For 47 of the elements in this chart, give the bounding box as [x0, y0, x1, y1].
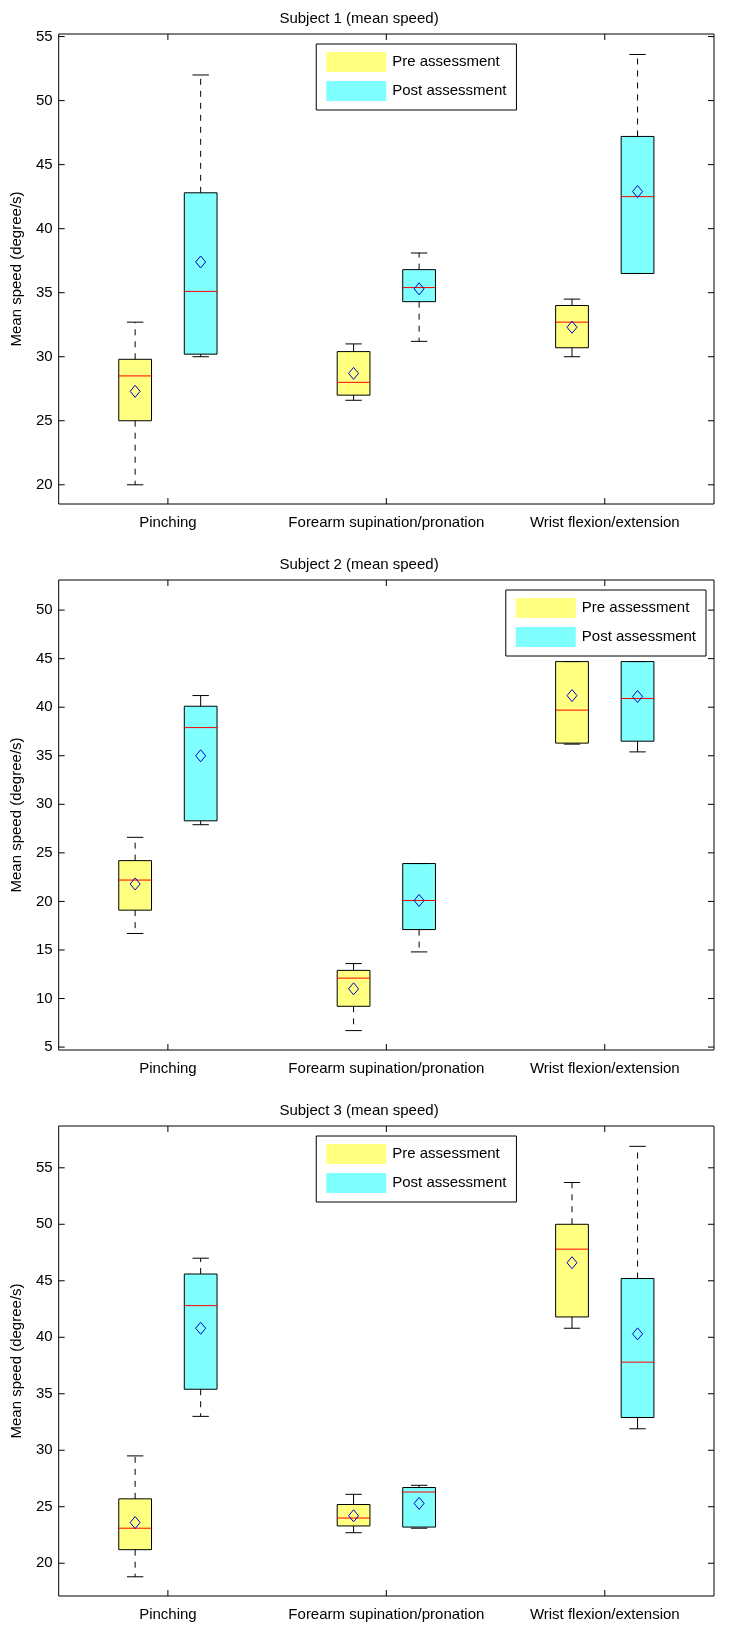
- y-tick-label: 35: [36, 282, 53, 300]
- y-axis-title: Mean speed (degree/s): [7, 1283, 25, 1439]
- legend-label: Pre assessment: [581, 598, 691, 616]
- x-tick-label: Wrist flexion/extension: [529, 513, 680, 531]
- y-tick-label: 45: [36, 154, 53, 172]
- y-axis-title: Mean speed (degree/s): [7, 191, 25, 347]
- y-tick-label: 30: [36, 1440, 53, 1458]
- y-tick-label: 45: [36, 1270, 53, 1288]
- y-tick-label: 40: [36, 218, 53, 236]
- y-tick-label: 25: [36, 410, 53, 428]
- y-tick-label: 30: [36, 794, 53, 812]
- x-tick-label: Forearm supination/pronation: [288, 513, 485, 531]
- legend-label: Pre assessment: [392, 52, 501, 70]
- y-tick-label: 50: [36, 600, 53, 618]
- y-tick-label: 15: [36, 940, 53, 958]
- x-tick-label: Pinching: [139, 1605, 197, 1623]
- y-tick-label: 55: [36, 1157, 53, 1175]
- y-tick-label: 30: [36, 346, 53, 364]
- legend-label: Pre assessment: [392, 1144, 501, 1162]
- y-tick-label: 40: [36, 1327, 53, 1345]
- chart-title: Subject 1 (mean speed): [279, 9, 439, 27]
- x-tick-label: Wrist flexion/extension: [529, 1059, 680, 1077]
- y-tick-label: 20: [36, 891, 53, 909]
- y-tick-label: 5: [44, 1037, 53, 1055]
- chart-title: Subject 2 (mean speed): [279, 555, 439, 573]
- legend-label: Post assessment: [581, 627, 697, 645]
- y-tick-label: 25: [36, 1496, 53, 1514]
- x-tick-label: Pinching: [139, 513, 197, 531]
- x-tick-label: Forearm supination/pronation: [288, 1059, 485, 1077]
- chart-title: Subject 3 (mean speed): [279, 1101, 439, 1119]
- y-tick-label: 20: [36, 1553, 53, 1571]
- y-tick-label: 55: [36, 26, 53, 44]
- y-tick-label: 45: [36, 648, 53, 666]
- x-tick-label: Wrist flexion/extension: [529, 1605, 680, 1623]
- y-tick-label: 25: [36, 843, 53, 861]
- x-tick-label: Forearm supination/pronation: [288, 1605, 485, 1623]
- y-tick-label: 20: [36, 474, 53, 492]
- y-tick-label: 10: [36, 988, 53, 1006]
- y-tick-label: 50: [36, 1214, 53, 1232]
- legend-label: Post assessment: [392, 81, 508, 99]
- y-tick-label: 40: [36, 697, 53, 715]
- x-tick-label: Pinching: [139, 1059, 197, 1077]
- legend-label: Post assessment: [392, 1173, 508, 1191]
- y-tick-label: 35: [36, 745, 53, 763]
- y-tick-label: 50: [36, 90, 53, 108]
- y-axis-title: Mean speed (degree/s): [7, 737, 25, 893]
- y-tick-label: 35: [36, 1383, 53, 1401]
